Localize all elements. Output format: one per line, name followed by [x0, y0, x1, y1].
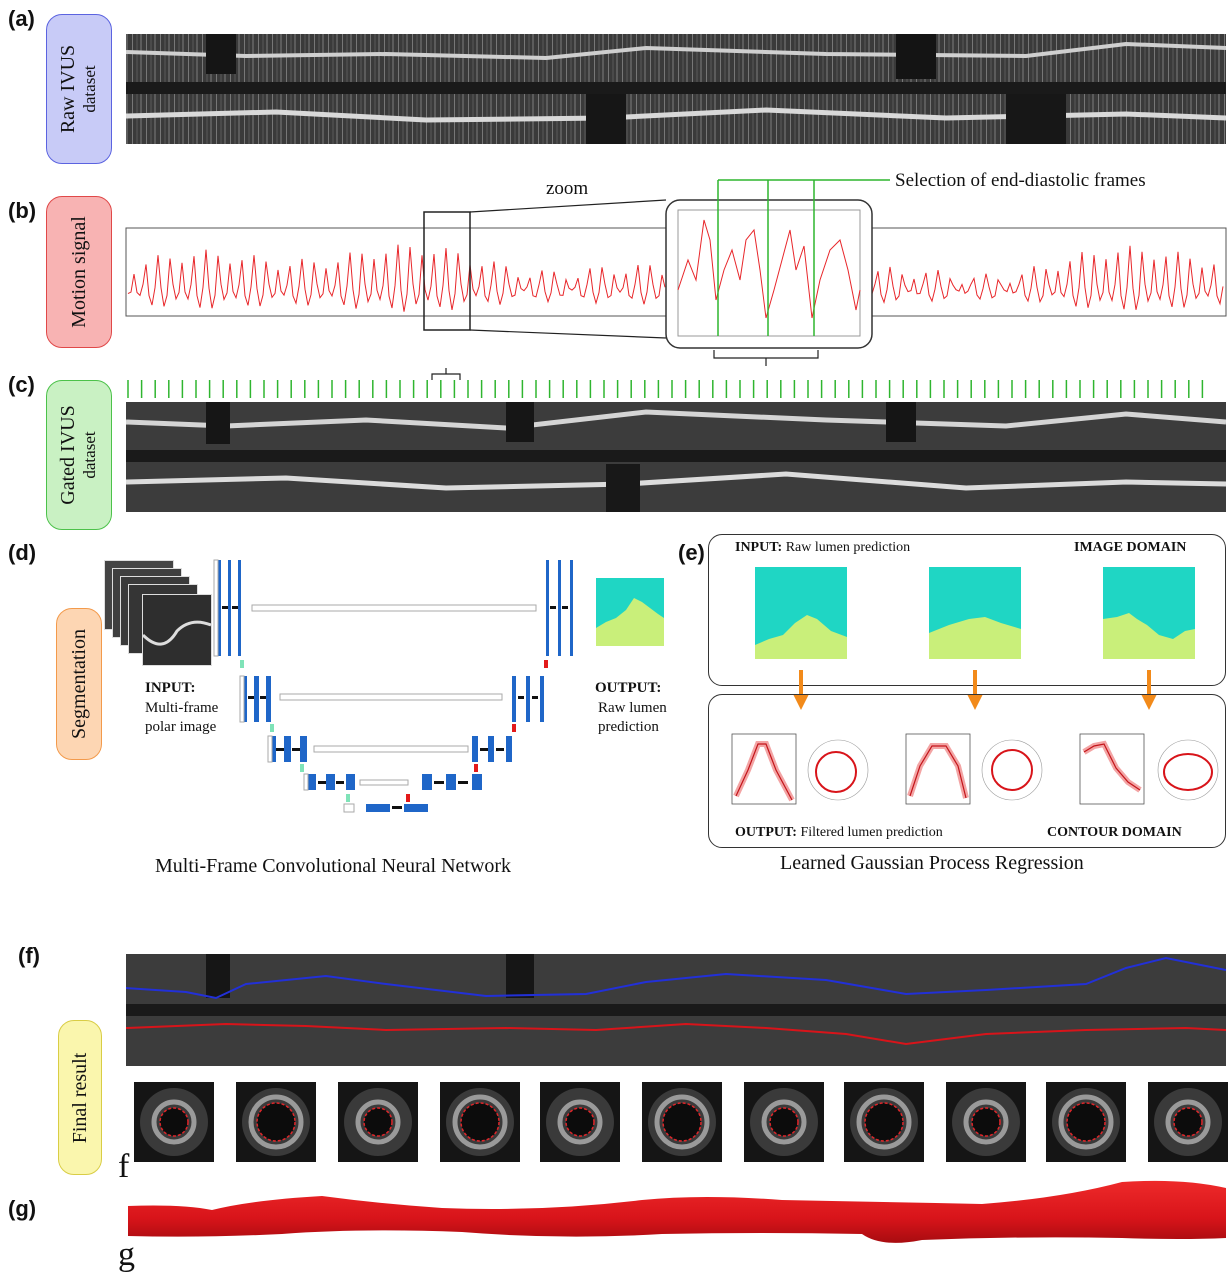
panel-b-label: (b) — [8, 198, 37, 223]
seg-output-title: OUTPUT: — [595, 680, 662, 696]
panel-f-label: (f) — [18, 943, 40, 968]
panel-g-label: (g) — [8, 1196, 37, 1221]
domain-arrows — [793, 670, 1157, 710]
raw-ivus-dataset-text: dataset — [80, 65, 99, 113]
raw-ivus-text: Raw IVUS — [57, 44, 79, 134]
seg-output-mask — [596, 578, 664, 646]
gp-output-label: OUTPUT: Filtered lumen prediction — [735, 825, 943, 840]
cross-section-thumbnail — [744, 1082, 824, 1162]
gp-input-mask-3 — [1103, 567, 1195, 659]
cross-section-thumbnail — [844, 1082, 924, 1162]
gated-ivus-image — [126, 402, 1226, 512]
cross-section-thumbnail — [338, 1082, 418, 1162]
gp-input-label: INPUT: Raw lumen prediction — [735, 540, 911, 555]
gated-ivus-side-label: Gated IVUS dataset — [46, 380, 112, 530]
contour-domain-label: CONTOUR DOMAIN — [1047, 825, 1182, 840]
motion-signal-plot — [125, 179, 1227, 366]
raw-ivus-image — [126, 34, 1226, 144]
raw-ivus-side-label: Raw IVUS dataset — [46, 14, 112, 164]
segmentation-side-label: Segmentation — [56, 608, 102, 760]
panel-d-label: (d) — [8, 540, 37, 565]
selection-label: Selection of end-diastolic frames — [895, 170, 1146, 191]
vessel-3d-render — [128, 1180, 1226, 1243]
seg-input-line2: polar image — [145, 719, 217, 735]
panel-e-label: (e) — [678, 540, 705, 565]
contour-domain-box — [708, 694, 1226, 848]
seg-output-line2: prediction — [598, 719, 659, 735]
cross-section-thumbnail — [134, 1082, 214, 1162]
image-domain-label: IMAGE DOMAIN — [1074, 540, 1187, 555]
cnn-caption: Multi-Frame Convolutional Neural Network — [155, 855, 512, 877]
final-result-text: Final result — [69, 1052, 91, 1143]
cross-section-thumbnail — [1046, 1082, 1126, 1162]
gp-input-mask-2 — [929, 567, 1021, 659]
panel-f-letter: f — [118, 1148, 130, 1185]
unet-architecture — [213, 559, 573, 813]
gp-caption: Learned Gaussian Process Regression — [780, 852, 1084, 874]
gated-ivus-text: Gated IVUS — [57, 405, 79, 505]
panel-a-label: (a) — [8, 6, 35, 31]
panel-c-label: (c) — [8, 372, 35, 397]
image-domain-box — [708, 534, 1226, 686]
seg-input-title: INPUT: — [145, 680, 196, 696]
final-result-side-label: Final result — [58, 1020, 102, 1175]
gate-markers — [127, 368, 1204, 398]
cross-section-thumbnail — [236, 1082, 316, 1162]
panel-g-letter: g — [118, 1236, 135, 1273]
seg-input-line1: Multi-frame — [145, 700, 219, 716]
seg-output-line1: Raw lumen — [598, 700, 667, 716]
cross-section-thumbnail — [642, 1082, 722, 1162]
motion-signal-side-label: Motion signal — [46, 196, 112, 348]
final-ivus-image — [126, 954, 1226, 1066]
cross-section-thumbnail — [946, 1082, 1026, 1162]
cross-section-thumbnail — [1148, 1082, 1228, 1162]
zoom-label: zoom — [546, 178, 589, 199]
cross-section-thumbnail — [540, 1082, 620, 1162]
gp-input-mask-1 — [755, 567, 847, 659]
gated-ivus-dataset-text: dataset — [80, 431, 99, 479]
gp-contour-plots — [731, 733, 1219, 805]
cross-section-thumbnail — [440, 1082, 520, 1162]
